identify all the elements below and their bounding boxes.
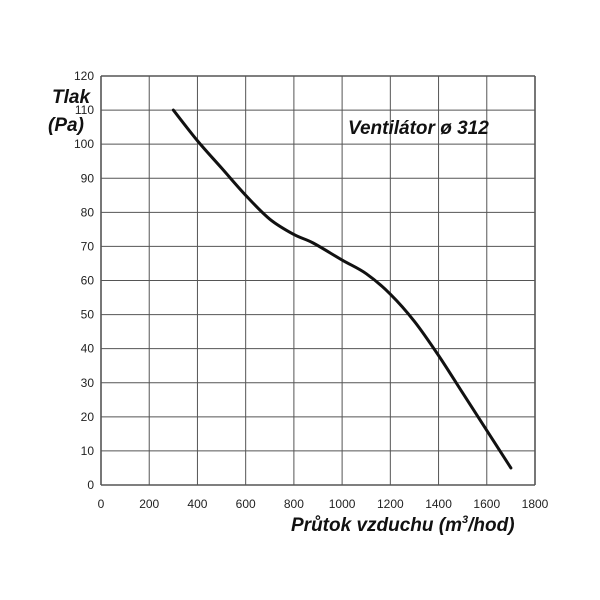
y-tick-labels: 0 10 20 30 40 50 60 70 80 90 100 110 120 — [74, 69, 94, 492]
y-axis-label-line2: (Pa) — [48, 115, 84, 136]
series-line — [171, 108, 513, 470]
y-tick-label: 20 — [81, 410, 95, 424]
x-axis-label-prefix: Průtok vzduchu (m — [291, 515, 462, 536]
x-axis-label-superscript: 3 — [462, 514, 468, 526]
x-tick-label: 200 — [139, 497, 159, 511]
y-tick-label: 110 — [75, 103, 94, 117]
x-tick-label: 800 — [284, 497, 304, 511]
y-tick-label: 50 — [81, 308, 95, 322]
x-tick-label: 1200 — [377, 497, 404, 511]
x-tick-label: 1000 — [329, 497, 356, 511]
y-tick-label: 90 — [81, 171, 95, 185]
y-tick-label: 70 — [81, 239, 95, 253]
y-tick-label: 120 — [74, 69, 94, 83]
y-tick-label: 100 — [74, 137, 94, 151]
x-tick-label: 1400 — [425, 497, 452, 511]
chart-title: Ventilátor ø 312 — [348, 118, 489, 139]
x-tick-labels: 0 200 400 600 800 1000 1200 1400 1600 1800 — [98, 497, 549, 511]
y-tick-label: 0 — [87, 478, 94, 492]
y-tick-label: 10 — [81, 444, 95, 458]
x-tick-label: 600 — [236, 497, 256, 511]
y-axis-label-line1: Tlak — [52, 87, 91, 108]
x-axis-label: Průtok vzduchu (m3/hod) — [291, 514, 515, 536]
y-tick-label: 40 — [81, 342, 95, 356]
y-tick-label: 80 — [81, 205, 95, 219]
y-tick-label: 60 — [81, 274, 95, 288]
x-tick-label: 1600 — [473, 497, 500, 511]
x-tick-label: 0 — [98, 497, 105, 511]
x-axis-label-suffix: /hod) — [467, 515, 514, 536]
y-tick-label: 30 — [81, 376, 95, 390]
x-tick-label: 1800 — [522, 497, 549, 511]
series-group — [171, 108, 513, 470]
x-tick-label: 400 — [187, 497, 207, 511]
